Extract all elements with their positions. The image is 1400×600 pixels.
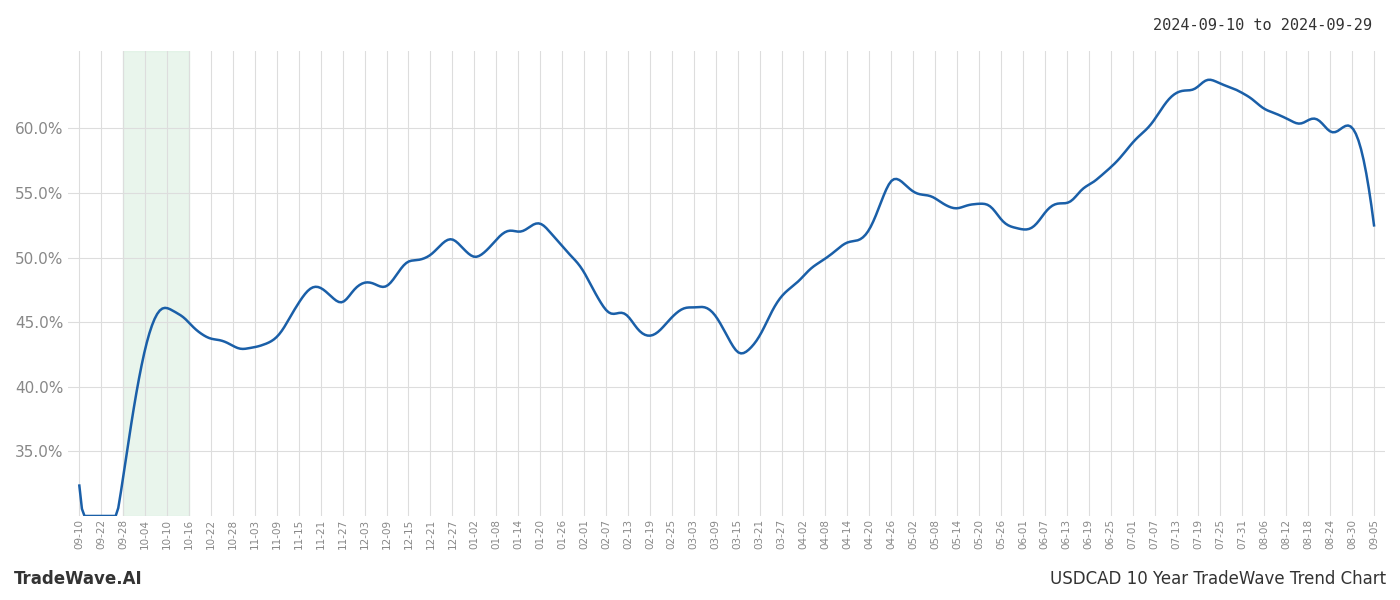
Bar xyxy=(123,51,189,516)
Text: 2024-09-10 to 2024-09-29: 2024-09-10 to 2024-09-29 xyxy=(1154,18,1372,33)
Text: TradeWave.AI: TradeWave.AI xyxy=(14,570,143,588)
Text: USDCAD 10 Year TradeWave Trend Chart: USDCAD 10 Year TradeWave Trend Chart xyxy=(1050,570,1386,588)
